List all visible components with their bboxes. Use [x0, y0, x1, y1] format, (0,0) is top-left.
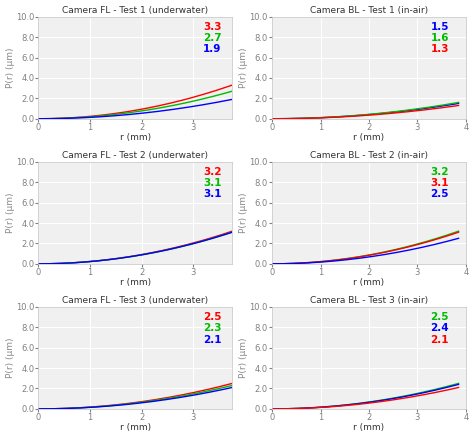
- X-axis label: r (mm): r (mm): [354, 279, 384, 287]
- Y-axis label: P(r) (μm): P(r) (μm): [6, 47, 15, 88]
- Text: 3.2: 3.2: [203, 167, 222, 177]
- Title: Camera FL - Test 3 (underwater): Camera FL - Test 3 (underwater): [62, 296, 209, 305]
- Text: 2.4: 2.4: [430, 323, 449, 333]
- Text: 3.1: 3.1: [430, 178, 449, 188]
- Title: Camera BL - Test 1 (in-air): Camera BL - Test 1 (in-air): [310, 6, 428, 14]
- Title: Camera FL - Test 1 (underwater): Camera FL - Test 1 (underwater): [62, 6, 209, 14]
- X-axis label: r (mm): r (mm): [120, 424, 151, 432]
- Text: 3.2: 3.2: [430, 167, 449, 177]
- X-axis label: r (mm): r (mm): [120, 279, 151, 287]
- Text: 2.5: 2.5: [430, 312, 449, 322]
- Text: 2.7: 2.7: [203, 33, 222, 43]
- Text: 1.9: 1.9: [203, 44, 221, 54]
- X-axis label: r (mm): r (mm): [120, 133, 151, 142]
- Y-axis label: P(r) (μm): P(r) (μm): [6, 338, 15, 378]
- Text: 3.1: 3.1: [203, 190, 222, 199]
- Text: 1.3: 1.3: [430, 44, 449, 54]
- Text: 1.6: 1.6: [430, 33, 449, 43]
- Y-axis label: P(r) (μm): P(r) (μm): [239, 47, 248, 88]
- Text: 2.1: 2.1: [430, 335, 449, 345]
- X-axis label: r (mm): r (mm): [354, 133, 384, 142]
- Text: 3.1: 3.1: [203, 178, 222, 188]
- Text: 2.5: 2.5: [203, 312, 222, 322]
- Text: 2.5: 2.5: [430, 190, 449, 199]
- Y-axis label: P(r) (μm): P(r) (μm): [239, 338, 248, 378]
- Y-axis label: P(r) (μm): P(r) (μm): [239, 193, 248, 233]
- Text: 3.3: 3.3: [203, 22, 222, 32]
- Title: Camera BL - Test 3 (in-air): Camera BL - Test 3 (in-air): [310, 296, 428, 305]
- Text: 2.1: 2.1: [203, 335, 222, 345]
- Text: 2.3: 2.3: [203, 323, 222, 333]
- Title: Camera FL - Test 2 (underwater): Camera FL - Test 2 (underwater): [63, 151, 209, 159]
- Text: 1.5: 1.5: [430, 22, 449, 32]
- Title: Camera BL - Test 2 (in-air): Camera BL - Test 2 (in-air): [310, 151, 428, 159]
- Y-axis label: P(r) (μm): P(r) (μm): [6, 193, 15, 233]
- X-axis label: r (mm): r (mm): [354, 424, 384, 432]
